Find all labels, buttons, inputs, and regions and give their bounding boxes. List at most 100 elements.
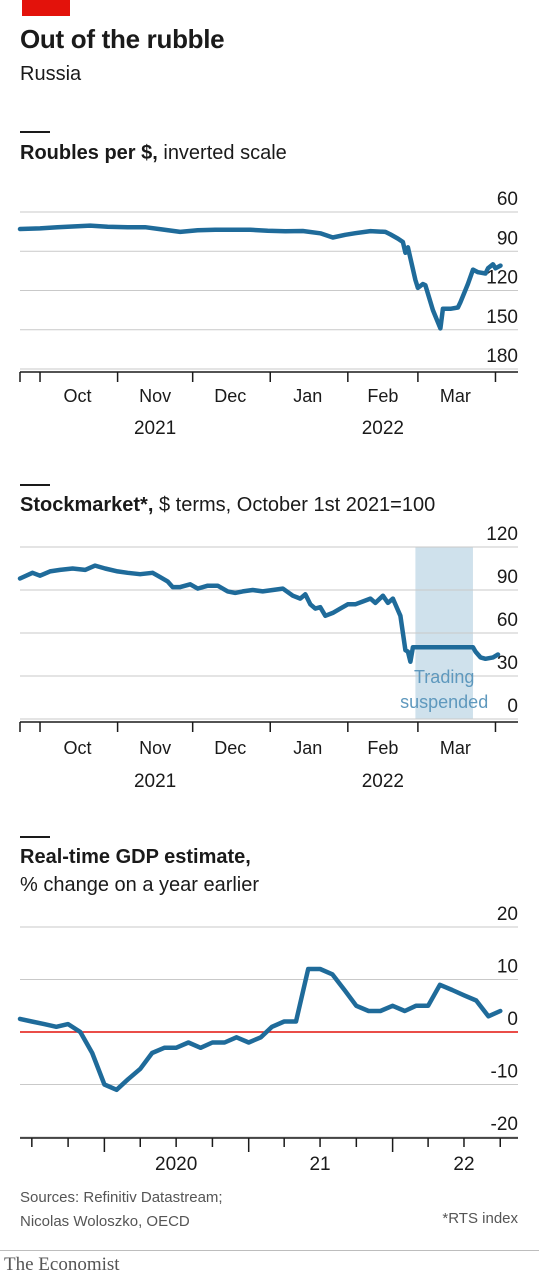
x-tick-label: Oct	[64, 386, 92, 406]
y-tick-label: -10	[491, 1062, 518, 1083]
data-point	[18, 227, 22, 231]
data-point	[491, 262, 495, 266]
data-point	[486, 1014, 490, 1018]
x-tick-label: Mar	[440, 386, 471, 406]
data-point	[171, 585, 175, 589]
data-point	[106, 225, 110, 229]
data-point	[423, 283, 427, 287]
data-point	[421, 282, 425, 286]
shade-label: suspended	[400, 692, 488, 712]
data-point	[406, 245, 410, 249]
data-point	[150, 1051, 154, 1055]
data-point	[473, 650, 478, 654]
data-point	[396, 608, 400, 612]
data-point	[102, 1082, 106, 1087]
footnote: *RTS index	[442, 1210, 518, 1227]
y-tick-label: 60	[497, 610, 518, 631]
data-point	[251, 588, 255, 592]
data-point	[448, 307, 452, 311]
data-point	[476, 270, 480, 274]
data-point	[403, 1009, 407, 1013]
data-point	[161, 227, 165, 232]
data-point	[346, 602, 350, 606]
y-tick-label: 90	[497, 228, 518, 249]
brand-tab	[22, 0, 70, 16]
data-point	[178, 230, 182, 234]
x-tick-label: 22	[453, 1154, 474, 1175]
data-point	[115, 1088, 119, 1092]
data-point	[223, 1040, 227, 1045]
x-tick-label: Jan	[293, 386, 322, 406]
panel-rule	[20, 836, 50, 838]
data-point	[231, 228, 235, 232]
footer-rule	[0, 1250, 539, 1251]
y-tick-label: 0	[507, 1009, 518, 1030]
data-point	[486, 266, 490, 270]
x-year-label: 2022	[362, 418, 404, 439]
data-point	[126, 225, 130, 229]
data-point	[270, 1025, 274, 1029]
panel-rule	[20, 131, 50, 133]
data-point	[391, 597, 395, 601]
data-point	[438, 326, 442, 330]
data-point	[78, 1030, 82, 1034]
chart-title: Out of the rubble	[20, 24, 225, 54]
data-point	[174, 1046, 178, 1050]
data-point	[318, 605, 322, 609]
data-point	[498, 264, 503, 268]
data-point	[234, 1035, 239, 1039]
data-point	[88, 224, 92, 228]
gdp-series-line	[17, 966, 503, 1093]
data-point	[403, 648, 407, 652]
roubles-panel-title: Roubles per $, inverted scale	[20, 142, 287, 164]
data-point	[416, 286, 420, 290]
data-point	[318, 967, 322, 971]
data-point	[388, 232, 392, 236]
data-point	[301, 229, 305, 233]
data-point	[138, 1067, 142, 1071]
data-point	[73, 224, 77, 228]
roubles-series-line	[17, 223, 503, 331]
y-tick-label: 120	[486, 524, 518, 545]
data-point	[383, 230, 387, 234]
data-point	[233, 591, 237, 595]
data-point	[226, 589, 230, 593]
data-point	[158, 575, 162, 579]
y-tick-label: -20	[491, 1114, 518, 1135]
data-point	[330, 972, 334, 976]
data-point	[48, 569, 52, 573]
data-point	[491, 655, 495, 659]
data-point	[403, 251, 407, 255]
data-point	[54, 1025, 58, 1029]
data-point	[143, 225, 147, 229]
data-point	[83, 568, 87, 572]
x-tick-label: Dec	[214, 386, 246, 406]
data-point	[66, 1022, 70, 1026]
data-point	[398, 614, 402, 618]
data-point	[30, 1019, 34, 1024]
data-point	[308, 602, 312, 606]
data-point	[38, 226, 42, 230]
y-tick-label: 0	[507, 696, 518, 717]
data-point	[471, 645, 475, 649]
data-point	[126, 1077, 130, 1081]
data-point	[71, 566, 75, 571]
data-point	[406, 650, 410, 654]
data-point	[266, 229, 270, 233]
x-tick-label: Oct	[64, 738, 92, 758]
data-point	[313, 607, 317, 611]
data-point	[413, 278, 417, 282]
data-point	[188, 582, 192, 586]
data-point	[196, 587, 200, 591]
data-point	[271, 588, 275, 592]
data-point	[38, 574, 42, 578]
x-tick-label: Dec	[214, 738, 246, 758]
data-point	[178, 585, 182, 589]
data-point	[343, 233, 347, 237]
y-tick-label: 60	[497, 189, 518, 210]
x-year-label: 2021	[134, 771, 176, 792]
gdp-panel-subtitle: % change on a year earlier	[20, 874, 260, 896]
data-point	[166, 579, 170, 583]
data-point	[396, 237, 400, 241]
data-point	[338, 607, 342, 611]
